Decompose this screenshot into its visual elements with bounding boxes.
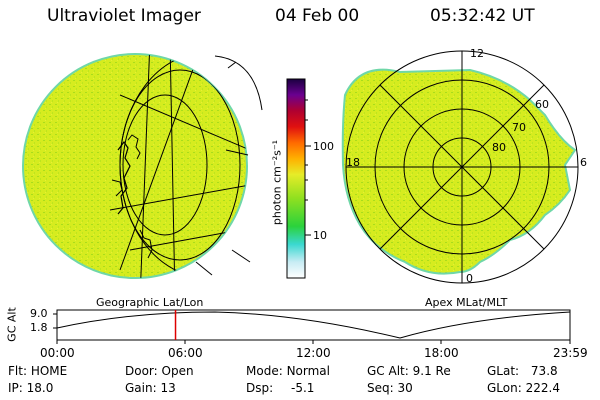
polar-image [341,50,579,284]
timeline-ytick-high: 9.0 [30,307,48,320]
mlat-label-70: 70 [512,121,526,134]
colorbar-unit-label: photon cm⁻²s⁻¹ [270,139,284,226]
info-door: Door: Open [125,364,194,378]
timeline-ytick-low: 1.8 [30,321,48,334]
mlt-label-6: 6 [580,156,587,169]
info-dsp: Dsp: -5.1 [246,381,315,395]
info-gain: Gain: 13 [125,381,176,395]
mlt-label-0: 0 [466,272,473,285]
colorbar-tick-10: 10 [313,229,327,242]
mlt-label-18: 18 [346,156,360,169]
info-mode: Mode: Normal [246,364,330,378]
timeline-xtick-0000: 00:00 [40,346,75,360]
colorbar-tick-100: 100 [313,140,334,153]
timeline-xtick-2359: 23:59 [553,346,588,360]
image-time: 05:32:42 UT [430,6,535,26]
info-glat: GLat: 73.8 [487,364,558,378]
mlat-label-60: 60 [535,98,549,111]
info-gc-alt: GC Alt: 9.1 Re [367,364,451,378]
timeline-xtick-0600: 06:00 [168,346,203,360]
info-glon: GLon: 222.4 [487,381,560,395]
mlat-label-80: 80 [492,141,506,154]
timeline-xtick-1200: 12:00 [296,346,331,360]
timeline-plot [53,309,571,344]
geo-panel-label: Geographic Lat/Lon [96,296,204,309]
info-flt: Flt: HOME [8,364,68,378]
mlt-label-12: 12 [470,47,484,60]
info-ip: IP: 18.0 [8,381,54,395]
image-date: 04 Feb 00 [275,6,360,26]
polar-panel-label: Apex MLat/MLT [425,296,508,309]
colorbar [286,78,306,279]
timeline-xtick-1800: 18:00 [424,346,459,360]
altitude-curve [56,311,571,339]
timeline-ylabel: GC Alt [5,307,19,342]
info-seq: Seq: 30 [367,381,413,395]
app-title: Ultraviolet Imager [47,6,201,26]
geographic-image [22,53,263,279]
